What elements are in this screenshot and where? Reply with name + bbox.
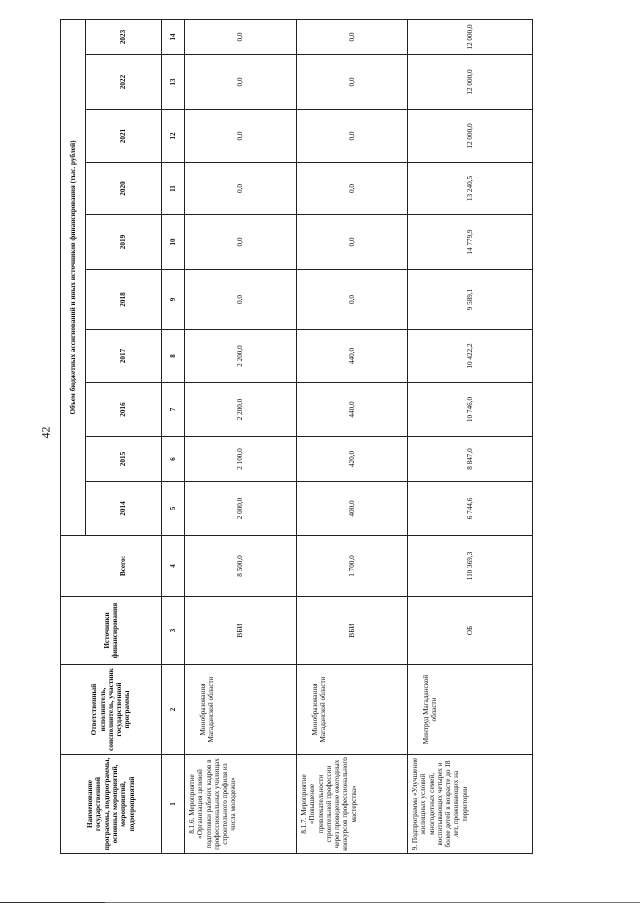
row-value: 10 422,2 bbox=[407, 329, 533, 383]
row-value: 420,0 bbox=[296, 436, 408, 482]
header-funding-blank bbox=[60, 535, 86, 597]
row-value: 9 589,1 bbox=[407, 269, 533, 330]
row-value: 10 746,0 bbox=[407, 382, 533, 437]
column-number-row: 1 2 3 4 5 6 7 8 9 10 11 12 13 14 bbox=[161, 19, 185, 854]
row-value: 8 847,0 bbox=[407, 436, 533, 482]
column-number: 11 bbox=[161, 162, 185, 215]
row-value: 0,0 bbox=[296, 269, 408, 330]
header-year: 2015 bbox=[85, 436, 162, 482]
funding-table: Наименование государственной программы, … bbox=[60, 19, 533, 854]
table-row: 9. Подпрограмма «Улучшение жилищных усло… bbox=[407, 19, 533, 854]
row-value: 2 200,0 bbox=[184, 329, 297, 383]
row-source: ВБИ bbox=[296, 596, 408, 665]
row-value: 440,0 bbox=[296, 329, 408, 383]
row-value: 400,0 bbox=[296, 481, 408, 536]
footer-divider bbox=[0, 902, 640, 903]
row-source: ОБ bbox=[407, 596, 533, 665]
row-executor: Минобразования Магаданской области bbox=[296, 664, 408, 755]
row-value: 0,0 bbox=[296, 54, 408, 110]
column-number: 3 bbox=[161, 596, 185, 665]
row-total: 1 700,0 bbox=[296, 535, 408, 597]
page-number: 42 bbox=[38, 426, 53, 439]
row-value: 0,0 bbox=[296, 19, 408, 55]
column-number: 12 bbox=[161, 109, 185, 163]
row-value: 0,0 bbox=[184, 269, 297, 330]
column-number: 1 bbox=[161, 754, 185, 854]
header-year: 2017 bbox=[85, 329, 162, 383]
column-number: 5 bbox=[161, 481, 185, 536]
row-value: 12 000,0 bbox=[407, 109, 533, 163]
row-value: 0,0 bbox=[296, 109, 408, 163]
column-number: 4 bbox=[161, 535, 185, 597]
row-value: 2 000,0 bbox=[184, 481, 297, 536]
header-year: 2020 bbox=[85, 162, 162, 215]
row-value: 0,0 bbox=[184, 54, 297, 110]
header-year: 2022 bbox=[85, 54, 162, 110]
header-year: 2021 bbox=[85, 109, 162, 163]
column-number: 6 bbox=[161, 436, 185, 482]
row-executor: Минтруд Магаданской области bbox=[407, 664, 533, 755]
row-executor: Минобразования Магаданской области bbox=[184, 664, 297, 755]
row-source: ВБИ bbox=[184, 596, 297, 665]
header-executor: Ответственный исполнитель, соисполнитель… bbox=[60, 664, 162, 755]
column-number: 7 bbox=[161, 382, 185, 437]
table-row: 8.1.6. Мероприятие «Организация целевой … bbox=[184, 19, 297, 854]
row-name: 9. Подпрограмма «Улучшение жилищных усло… bbox=[407, 754, 533, 854]
row-value: 0,0 bbox=[296, 162, 408, 215]
header-row: Наименование государственной программы, … bbox=[60, 19, 162, 854]
column-number: 8 bbox=[161, 329, 185, 383]
row-value: 2 100,0 bbox=[184, 436, 297, 482]
table-row: 8.1.7. Мероприятие «Повышение привлекате… bbox=[296, 19, 408, 854]
row-name: 8.1.6. Мероприятие «Организация целевой … bbox=[184, 754, 297, 854]
row-total: 110 369,3 bbox=[407, 535, 533, 597]
column-number: 9 bbox=[161, 269, 185, 330]
row-value: 440,0 bbox=[296, 382, 408, 437]
column-number: 13 bbox=[161, 54, 185, 110]
row-value: 0,0 bbox=[184, 162, 297, 215]
header-year: 2023 bbox=[85, 19, 162, 55]
row-value: 12 000,0 bbox=[407, 54, 533, 110]
header-source: Источники финансирования bbox=[60, 596, 162, 665]
row-total: 8 500,0 bbox=[184, 535, 297, 597]
header-total: Всего: bbox=[85, 535, 162, 597]
row-value: 0,0 bbox=[184, 214, 297, 270]
row-value: 12 000,0 bbox=[407, 19, 533, 55]
row-name: 8.1.7. Мероприятие «Повышение привлекате… bbox=[296, 754, 408, 854]
header-year: 2016 bbox=[85, 382, 162, 437]
funding-table-rotated: Наименование государственной программы, … bbox=[60, 19, 533, 854]
column-number: 2 bbox=[161, 664, 185, 755]
row-value: 0,0 bbox=[296, 214, 408, 270]
row-value: 2 200,0 bbox=[184, 382, 297, 437]
row-value: 0,0 bbox=[184, 109, 297, 163]
row-value: 14 779,9 bbox=[407, 214, 533, 270]
header-name: Наименование государственной программы, … bbox=[60, 754, 162, 854]
column-number: 14 bbox=[161, 19, 185, 55]
header-funding-title: Объем бюджетных ассигнований и иных исто… bbox=[60, 19, 86, 536]
header-year: 2019 bbox=[85, 214, 162, 270]
column-number: 10 bbox=[161, 214, 185, 270]
row-value: 0,0 bbox=[184, 19, 297, 55]
row-value: 13 240,5 bbox=[407, 162, 533, 215]
row-value: 6 744,6 bbox=[407, 481, 533, 536]
header-year: 2014 bbox=[85, 481, 162, 536]
header-year: 2018 bbox=[85, 269, 162, 330]
